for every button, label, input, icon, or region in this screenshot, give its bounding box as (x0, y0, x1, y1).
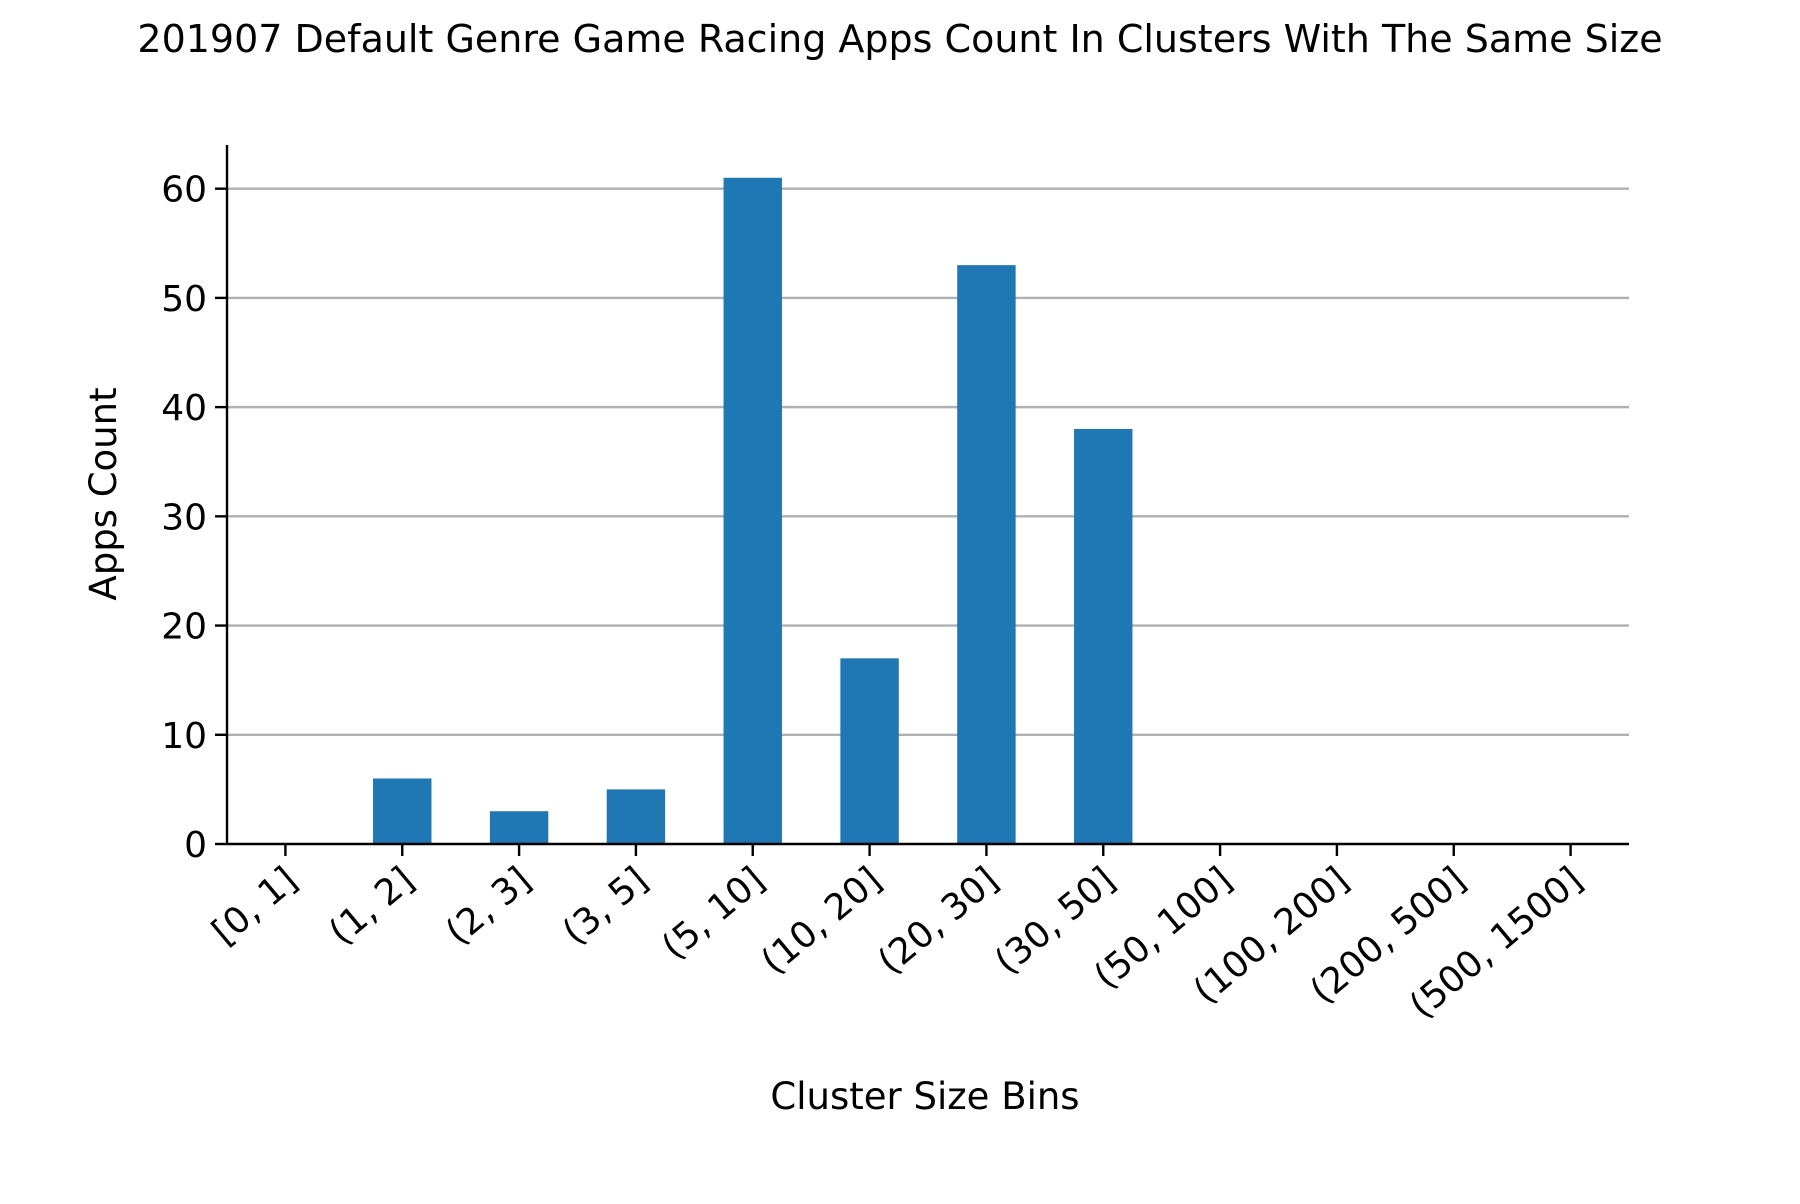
y-axis-label: Apps Count (82, 387, 125, 600)
x-tick-label: (2, 3] (438, 859, 539, 953)
bar (723, 177, 782, 844)
y-tick-label: 20 (161, 607, 207, 648)
chart-title: 201907 Default Genre Game Racing Apps Co… (137, 17, 1662, 61)
x-axis-label: Cluster Size Bins (770, 1075, 1079, 1118)
x-tick-label: (3, 5] (555, 859, 656, 953)
x-tick-label: [0, 1] (205, 859, 306, 953)
bar (957, 265, 1016, 844)
bars (373, 177, 1133, 844)
bar (606, 789, 666, 844)
bar (1074, 428, 1133, 844)
x-tick-label: (20, 30] (871, 859, 1007, 982)
x-tick-label: (10, 20] (754, 859, 890, 982)
bar (489, 811, 549, 844)
y-tick-label: 60 (161, 170, 207, 211)
y-gridlines (227, 187, 1629, 736)
bar (373, 778, 432, 844)
x-axis-ticks: [0, 1] (1, 2] (2, 3] (3, 5](5, 10](10, 20](… (205, 844, 1590, 1027)
x-tick-label: (1, 2] (322, 859, 423, 953)
y-tick-label: 40 (161, 388, 207, 429)
y-axis-ticks: 0 10 20 30 40 50 60 (161, 170, 227, 866)
bar (840, 658, 899, 844)
y-tick-label: 10 (161, 716, 207, 757)
y-tick-label: 50 (161, 279, 207, 320)
y-tick-label: 0 (184, 825, 207, 866)
y-tick-label: 30 (161, 497, 207, 538)
